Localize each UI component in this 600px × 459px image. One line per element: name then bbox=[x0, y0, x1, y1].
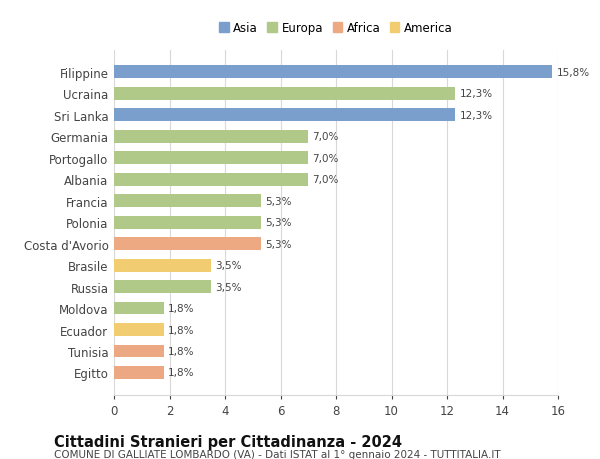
Text: 5,3%: 5,3% bbox=[265, 218, 292, 228]
Text: 3,5%: 3,5% bbox=[215, 261, 242, 270]
Bar bbox=[114, 88, 455, 101]
Bar bbox=[114, 280, 211, 293]
Text: 12,3%: 12,3% bbox=[460, 89, 493, 99]
Text: 7,0%: 7,0% bbox=[313, 175, 339, 185]
Text: 1,8%: 1,8% bbox=[168, 346, 194, 356]
Text: 7,0%: 7,0% bbox=[313, 132, 339, 142]
Text: 5,3%: 5,3% bbox=[265, 239, 292, 249]
Bar bbox=[114, 174, 308, 186]
Text: 1,8%: 1,8% bbox=[168, 325, 194, 335]
Bar bbox=[114, 195, 261, 207]
Text: COMUNE DI GALLIATE LOMBARDO (VA) - Dati ISTAT al 1° gennaio 2024 - TUTTITALIA.IT: COMUNE DI GALLIATE LOMBARDO (VA) - Dati … bbox=[54, 449, 500, 459]
Legend: Asia, Europa, Africa, America: Asia, Europa, Africa, America bbox=[215, 18, 457, 39]
Bar bbox=[114, 238, 261, 251]
Text: 3,5%: 3,5% bbox=[215, 282, 242, 292]
Text: 12,3%: 12,3% bbox=[460, 111, 493, 120]
Text: 1,8%: 1,8% bbox=[168, 303, 194, 313]
Bar bbox=[114, 152, 308, 165]
Text: 7,0%: 7,0% bbox=[313, 153, 339, 163]
Bar bbox=[114, 323, 164, 336]
Bar bbox=[114, 216, 261, 229]
Text: 15,8%: 15,8% bbox=[557, 67, 590, 78]
Text: Cittadini Stranieri per Cittadinanza - 2024: Cittadini Stranieri per Cittadinanza - 2… bbox=[54, 434, 402, 449]
Text: 5,3%: 5,3% bbox=[265, 196, 292, 206]
Bar bbox=[114, 259, 211, 272]
Bar bbox=[114, 366, 164, 379]
Bar bbox=[114, 109, 455, 122]
Text: 1,8%: 1,8% bbox=[168, 368, 194, 378]
Bar bbox=[114, 345, 164, 358]
Bar bbox=[114, 302, 164, 315]
Bar bbox=[114, 130, 308, 143]
Bar bbox=[114, 66, 553, 79]
